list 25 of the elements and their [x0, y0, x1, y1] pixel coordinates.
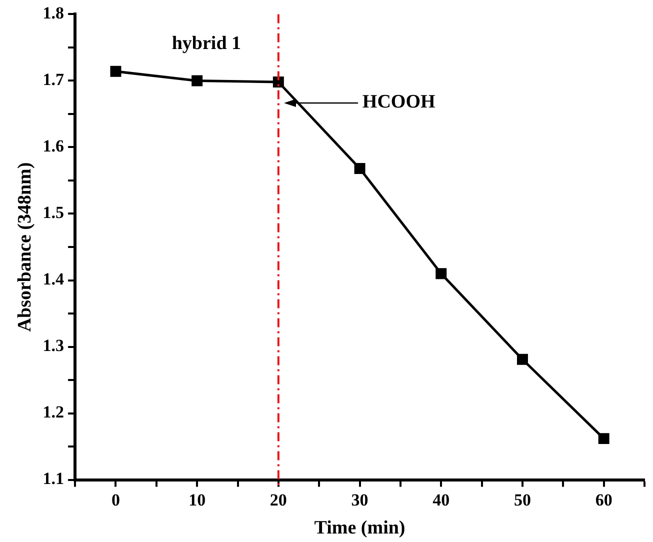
point: [354, 163, 366, 174]
x-tick-label: 60: [595, 490, 612, 510]
point: [516, 354, 528, 365]
y-tick-label: 1.8: [42, 4, 64, 23]
y-tick-label: 1.6: [42, 136, 64, 156]
x-axis-title: Time (min): [314, 518, 406, 539]
x-tick-label: 0: [111, 490, 120, 510]
y-tick-label: 1.2: [42, 402, 64, 422]
y-axis-title: Absorbance (348nm): [14, 162, 36, 332]
point: [192, 75, 203, 86]
y-tick-label: 1.3: [42, 336, 64, 356]
annotation: HCOOH: [362, 92, 436, 113]
x-tick-label: 10: [188, 490, 206, 510]
annotation: hybrid 1: [172, 33, 242, 54]
x-tick-label: 40: [432, 490, 450, 510]
point: [110, 66, 122, 77]
y-tick-label: 1.5: [42, 203, 64, 222]
y-tick-label: 1.4: [42, 270, 65, 289]
y-tick-label: 1.1: [42, 469, 64, 488]
point: [436, 268, 447, 280]
x-tick-label: 30: [351, 490, 368, 510]
x-tick-label: 20: [270, 490, 287, 510]
x-tick-label: 50: [514, 490, 531, 510]
point: [598, 433, 610, 444]
y-tick-label: 1.7: [42, 70, 65, 90]
